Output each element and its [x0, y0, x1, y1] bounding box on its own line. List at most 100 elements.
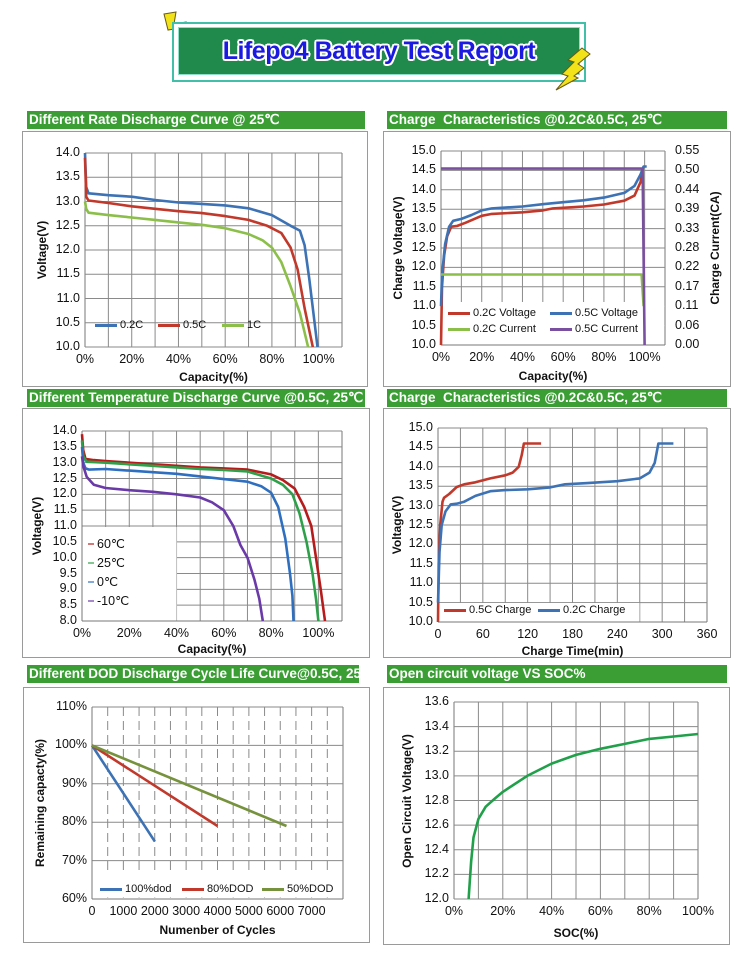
- legend-item: 50%DOD: [262, 883, 333, 895]
- y-tick-label: 10.0: [55, 339, 80, 353]
- legend-label: 1C: [247, 319, 262, 331]
- series-line--10-: [80, 456, 265, 622]
- y-tick-label: 13.5: [411, 201, 436, 216]
- x-tick-label: 100%: [302, 352, 335, 366]
- y-tick-label: 14.0: [408, 458, 433, 473]
- legend-label: 0.2C Charge: [563, 604, 626, 616]
- y-tick-label: 12.2: [424, 866, 449, 881]
- y-tick-label: 9.5: [59, 565, 77, 580]
- y-tick-label: 90%: [61, 775, 87, 790]
- grid: [84, 152, 343, 348]
- y-tick-label: 14.5: [411, 162, 436, 177]
- y-tick-label: 12.0: [55, 242, 80, 256]
- series-line-0-5c-current: [441, 167, 646, 346]
- legend-swatch: [550, 311, 572, 315]
- legend-label: 0.2C Voltage: [473, 307, 536, 319]
- grid: [453, 701, 699, 900]
- series-line-0-2c: [83, 152, 319, 348]
- y2-tick-label: 0.06: [675, 317, 700, 332]
- x-tick-label: 80%: [591, 350, 617, 364]
- x-tick-label: 80%: [258, 626, 284, 640]
- legend-item: 0.5C Current: [550, 323, 638, 335]
- x-tick-label: 240: [606, 627, 628, 641]
- legend-label: 0.5C: [183, 319, 207, 331]
- y-tick-label: 10.0: [411, 337, 436, 351]
- legend-item: 0.2C Current: [448, 323, 536, 335]
- y2-tick-label: 0.33: [675, 220, 700, 235]
- legend-label: 0.2C: [120, 319, 144, 331]
- chart-panel-ocv-soc: [383, 687, 730, 945]
- x-tick-label: 40%: [164, 626, 190, 640]
- y-tick-label: 10.5: [52, 533, 77, 548]
- series-line-0-5c: [83, 157, 315, 348]
- y2-tick-label: 0.22: [675, 259, 700, 274]
- y-tick-label: 8.0: [59, 613, 77, 627]
- y2-axis-title: Charge Current(CA): [708, 191, 722, 305]
- x-tick-label: 0%: [75, 352, 95, 366]
- y-tick-label: 12.8: [424, 792, 449, 807]
- y-tick-label: 8.5: [59, 597, 77, 612]
- x-tick-label: 60%: [550, 350, 576, 364]
- lightning-bolt-icon: [555, 47, 591, 91]
- series-line-50-dod: [91, 744, 287, 828]
- legend-background: [438, 603, 640, 622]
- legend-label: 0.5C Charge: [469, 604, 532, 616]
- x-axis-title: SOC(%): [553, 926, 599, 940]
- x-tick-label: 80%: [259, 352, 285, 366]
- legend-swatch: [538, 608, 560, 612]
- x-tick-label: 4000: [203, 904, 232, 918]
- legend-background: [92, 875, 343, 898]
- legend-label: 0.5C Voltage: [575, 307, 638, 319]
- y-tick-label: 12.5: [411, 240, 436, 254]
- chart-dod-cycle-life: [90, 706, 344, 900]
- y-tick-label: 10.5: [411, 317, 436, 332]
- x-tick-label: 100%: [628, 350, 661, 364]
- legend-item: -10℃: [88, 595, 129, 607]
- y-tick-label: 10.0: [52, 549, 77, 564]
- section-header-dod-cycle-life: Different DOD Discharge Cycle Life Curve…: [27, 665, 359, 683]
- x-tick-label: 20%: [469, 350, 495, 364]
- y-tick-label: 13.5: [52, 438, 77, 453]
- y-tick-label: 9.0: [59, 581, 77, 596]
- x-tick-label: 3000: [172, 904, 201, 918]
- y-tick-label: 12.5: [55, 217, 80, 232]
- chart-rate-discharge: [83, 152, 343, 348]
- series-line-0-2c-current: [441, 273, 645, 307]
- chart-charge-time: [436, 427, 708, 623]
- series-line-0-5c-charge: [436, 442, 542, 623]
- x-tick-label: 40%: [539, 904, 565, 918]
- legend-swatch: [88, 600, 94, 602]
- y2-tick-label: 0.11: [675, 298, 699, 313]
- legend-label: -10℃: [97, 594, 130, 608]
- y-tick-label: 14.0: [411, 181, 436, 196]
- x-tick-label: 0%: [431, 350, 451, 364]
- y-tick-label: 13.0: [424, 767, 449, 782]
- x-tick-label: 60%: [211, 626, 237, 640]
- y2-tick-label: 0.39: [675, 201, 700, 216]
- y-tick-label: 10.5: [55, 314, 80, 329]
- legend-swatch: [262, 887, 284, 891]
- legend-swatch: [88, 543, 94, 545]
- section-header-rate-discharge: Different Rate Discharge Curve @ 25℃: [27, 111, 365, 129]
- y2-tick-label: 0.17: [675, 278, 700, 293]
- x-tick-label: 40%: [165, 352, 191, 366]
- series-line-ocv: [467, 732, 699, 900]
- series-line-0-5c-voltage: [439, 165, 647, 307]
- y-tick-label: 10.0: [408, 614, 433, 628]
- legend-label: 60℃: [97, 537, 125, 551]
- y-tick-label: 13.0: [52, 454, 77, 469]
- report-title: Lifepo4 Battery Test Report: [222, 36, 536, 65]
- legend-item: 60℃: [88, 538, 125, 550]
- y-axis-title: Voltage(V): [35, 220, 49, 280]
- y-tick-label: 11.5: [412, 278, 436, 293]
- legend-swatch: [182, 887, 204, 891]
- legend-item: 0.2C Voltage: [448, 307, 536, 319]
- x-axis-title: Capacity(%): [518, 369, 588, 383]
- legend-label: 0.5C Current: [575, 323, 638, 335]
- y-tick-label: 12.5: [52, 470, 77, 485]
- y-tick-label: 13.2: [424, 743, 449, 758]
- legend-background: [441, 302, 665, 345]
- legend-item: 0.5C: [158, 319, 206, 331]
- y-tick-label: 13.0: [408, 497, 433, 512]
- y2-tick-label: 0.00: [675, 337, 700, 351]
